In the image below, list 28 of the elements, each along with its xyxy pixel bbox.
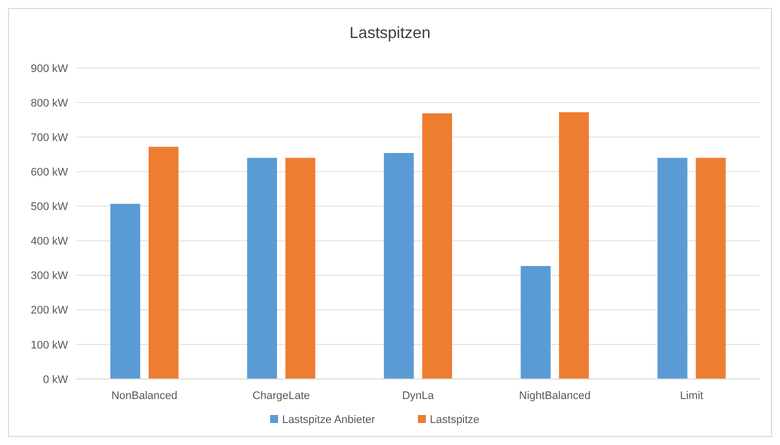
bar (384, 153, 414, 379)
y-tick-label: 400 kW (30, 236, 69, 248)
x-tick-label: Limit (680, 390, 704, 402)
y-tick-label: 0 kW (42, 374, 69, 386)
bar (148, 146, 178, 379)
bar (285, 158, 316, 379)
y-tick-label: 900 kW (30, 62, 69, 75)
bar (658, 158, 688, 379)
x-tick-label: NonBalanced (111, 390, 178, 402)
bar (110, 204, 140, 379)
bar (520, 266, 551, 379)
y-tick-label: 500 kW (30, 201, 69, 214)
bar (422, 113, 452, 379)
y-tick-label: 700 kW (30, 132, 69, 144)
y-tick-label: 300 kW (30, 270, 69, 282)
x-tick-label: NightBalanced (519, 390, 591, 402)
y-tick-label: 200 kW (30, 304, 69, 317)
bar (696, 158, 726, 379)
y-tick-label: 800 kW (30, 97, 69, 110)
y-tick-label: 100 kW (30, 339, 69, 352)
legend-label: Lastspitze (430, 414, 480, 426)
y-tick-label: 600 kW (30, 166, 69, 179)
chart-title: Lastspitzen (350, 25, 430, 42)
legend-label: Lastspitze Anbieter (282, 414, 376, 426)
bar (247, 158, 277, 379)
x-tick-label: DynLa (402, 390, 435, 402)
x-tick-label: ChargeLate (252, 390, 310, 402)
bar (559, 112, 589, 379)
